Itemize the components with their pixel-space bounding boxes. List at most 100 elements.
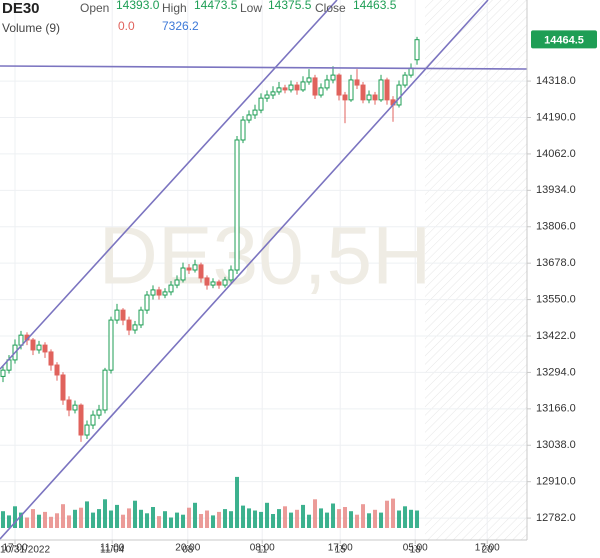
volume-bar (103, 499, 108, 528)
candles (0, 36, 420, 442)
x-tick-label: 05:00 (403, 543, 428, 554)
candle-body (270, 91, 276, 96)
candle-body (240, 119, 246, 141)
volume-bar (361, 504, 366, 528)
candle-body (300, 81, 306, 91)
candle-body (180, 267, 186, 281)
volume-bar (271, 514, 276, 528)
candle-body (216, 281, 222, 286)
volume-bar (163, 511, 168, 528)
y-tick-label: 12910.0 (536, 476, 576, 488)
volume-bar (391, 498, 396, 528)
x-tick-date: 18 (410, 545, 422, 556)
volume-bar (175, 512, 180, 528)
volume-bar (1, 511, 6, 528)
header-label: Close (315, 1, 346, 15)
x-tick-date: 10/31/2022 (0, 545, 50, 556)
volume-bar (397, 510, 402, 528)
axes: 12782.0 12910.0 13038.0 13166.0 13294.0 13422… (0, 30, 597, 556)
candle-body (252, 109, 258, 116)
candle-body (96, 409, 102, 416)
volume-bar (199, 514, 204, 528)
volume-bar (289, 512, 294, 528)
volume-bar (205, 510, 210, 528)
y-tick-label: 14318.0 (536, 75, 576, 87)
volume-bar (43, 511, 48, 528)
y-tick-label: 13806.0 (536, 221, 576, 233)
volume-bar (319, 508, 324, 528)
channel-lower (0, 0, 489, 540)
candle-body (414, 39, 420, 61)
volume-bar (7, 515, 12, 528)
volume-bar (181, 514, 186, 528)
x-tick-label: 11:00 (100, 543, 125, 554)
candle-body (138, 309, 144, 326)
candle-body (36, 344, 42, 351)
volume-bar (373, 509, 378, 528)
candle-body (156, 289, 162, 296)
candle-body (102, 369, 108, 411)
candle-body (222, 279, 228, 286)
candle-body (228, 269, 234, 281)
candle-body (288, 84, 294, 91)
volume-bar (349, 511, 354, 528)
volume-bar (379, 512, 384, 528)
candle-body (198, 264, 204, 279)
volume-bar (301, 504, 306, 528)
grid (0, 0, 527, 540)
volume-bar (337, 509, 342, 528)
volume-bar (355, 514, 360, 528)
volume-bar (79, 507, 84, 528)
volume-bar (415, 510, 420, 528)
x-tick-date: 20 (482, 545, 494, 556)
volume-bar (217, 511, 222, 528)
volume-bar (259, 511, 264, 528)
volume-bar (109, 510, 114, 528)
symbol-title: DE30 (2, 0, 40, 17)
volume-bar (67, 515, 72, 528)
candle-body (54, 364, 60, 376)
y-tick-label: 12782.0 (536, 512, 576, 524)
volume-bar (157, 516, 162, 528)
candle-body (48, 351, 54, 366)
y-tick-label: 13934.0 (536, 184, 576, 196)
volume-bar (55, 513, 60, 528)
volume-bar (145, 513, 150, 528)
candle-body (348, 79, 354, 101)
y-tick-label: 13422.0 (536, 330, 576, 342)
header-value: 14375.5 (268, 0, 312, 12)
candle-body (360, 84, 366, 101)
candle-body (186, 267, 192, 271)
candle-body (150, 289, 156, 296)
volume-bar (13, 506, 18, 528)
candle-body (120, 309, 126, 321)
candle-body (306, 77, 312, 83)
x-tick-date: 11/04 (100, 545, 125, 556)
y-tick-label: 13294.0 (536, 366, 576, 378)
x-tick-date: 15 (335, 545, 347, 556)
y-tick-label: 13166.0 (536, 403, 576, 415)
candle-body (354, 79, 360, 86)
volume-bar (25, 517, 30, 528)
candle-body (60, 374, 66, 401)
volume-bar (127, 508, 132, 528)
y-tick-label: 13038.0 (536, 439, 576, 451)
candle-body (330, 74, 336, 81)
candle-body (372, 94, 378, 101)
volume-bar (91, 512, 96, 528)
x-tick-label: 17:00 (328, 543, 353, 554)
volume-bar (283, 506, 288, 528)
last-price-label: 14464.5 (544, 34, 584, 46)
drawings (0, 0, 527, 540)
candle-body (204, 277, 210, 286)
channel-upper (0, 0, 338, 370)
candle-body (72, 404, 78, 411)
x-tick-label: 20:00 (175, 543, 200, 554)
candle-body (366, 94, 372, 101)
volume-bar (235, 476, 240, 528)
candle-body (78, 404, 84, 436)
volume-bar (253, 510, 258, 528)
candle-body (384, 79, 390, 101)
